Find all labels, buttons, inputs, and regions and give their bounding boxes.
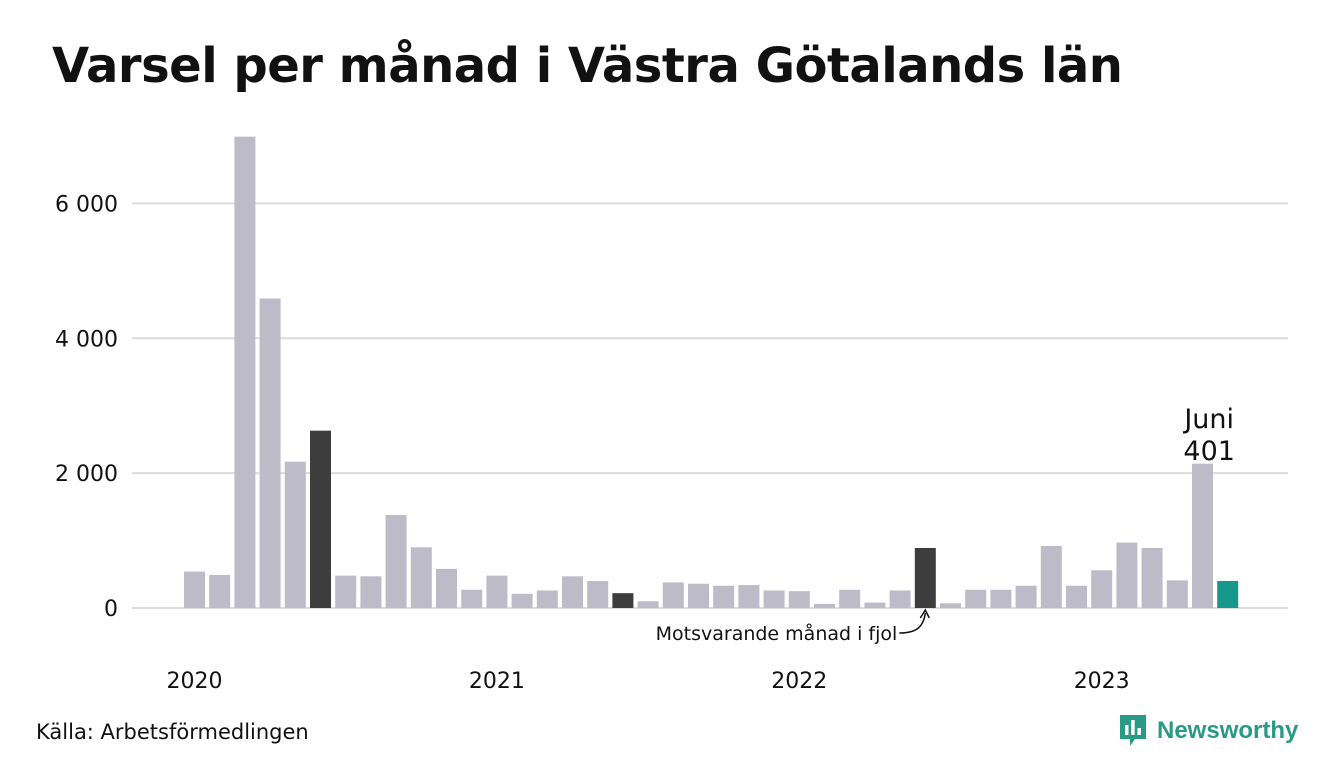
bar [410, 547, 432, 608]
x-tick-label: 2023 [1074, 669, 1130, 694]
x-tick-label: 2020 [167, 669, 223, 694]
y-tick-label: 0 [104, 597, 118, 622]
source-note: Källa: Arbetsförmedlingen [36, 720, 309, 744]
bar [1141, 547, 1163, 608]
bar [965, 589, 987, 608]
bar [310, 430, 331, 608]
brand-name: Newsworthy [1157, 717, 1299, 744]
bar [461, 589, 483, 608]
y-tick-label: 4 000 [55, 327, 118, 352]
bar [1217, 580, 1239, 608]
bar [738, 585, 760, 608]
annotation-arrowhead [919, 608, 930, 619]
bar [1116, 542, 1138, 608]
bar [1066, 585, 1087, 608]
bar [587, 581, 609, 608]
bar [662, 582, 684, 608]
bar [990, 589, 1012, 608]
bar [1015, 585, 1037, 608]
bar [184, 571, 205, 608]
bar [940, 603, 961, 608]
bar [612, 593, 634, 608]
bars [184, 136, 1239, 608]
bar [259, 298, 281, 608]
bar [637, 601, 659, 608]
bar [562, 576, 583, 608]
bar [209, 574, 231, 608]
bar [234, 136, 256, 608]
annotation-leader-line [899, 612, 927, 634]
bar [889, 590, 911, 608]
annotation-text: Motsvarande månad i fjol [656, 622, 898, 645]
bar-chart-speech-bubble-icon [1120, 715, 1146, 746]
bar [1166, 580, 1188, 608]
bar [688, 583, 709, 608]
bar [536, 590, 558, 608]
current-value-label: 401 [1183, 436, 1235, 467]
bar [360, 576, 382, 608]
bar [511, 593, 533, 608]
bar [914, 547, 936, 608]
y-axis-tick-labels: 0 2 000 4 000 6 000 [55, 192, 118, 622]
bar [1091, 570, 1113, 608]
chart-title: Varsel per månad i Västra Götalands län [52, 38, 1123, 94]
current-month-label: Juni [1182, 404, 1234, 435]
bar [486, 575, 508, 608]
bar [763, 590, 785, 608]
x-tick-label: 2022 [771, 669, 827, 694]
x-axis-tick-labels: 2020 2021 2022 2023 [167, 669, 1130, 694]
y-tick-label: 6 000 [55, 192, 118, 217]
bar [385, 514, 407, 608]
bar [864, 602, 886, 608]
bar [1040, 545, 1062, 608]
y-tick-label: 2 000 [55, 462, 118, 487]
bar [335, 575, 357, 608]
brand-logo[interactable]: Newsworthy [1118, 713, 1298, 749]
bar [713, 585, 735, 608]
bar [284, 461, 306, 608]
bar [788, 591, 810, 608]
bar [436, 568, 457, 608]
bar [814, 603, 835, 608]
bar [1192, 463, 1213, 608]
x-tick-label: 2021 [469, 669, 525, 694]
bar [839, 589, 861, 608]
